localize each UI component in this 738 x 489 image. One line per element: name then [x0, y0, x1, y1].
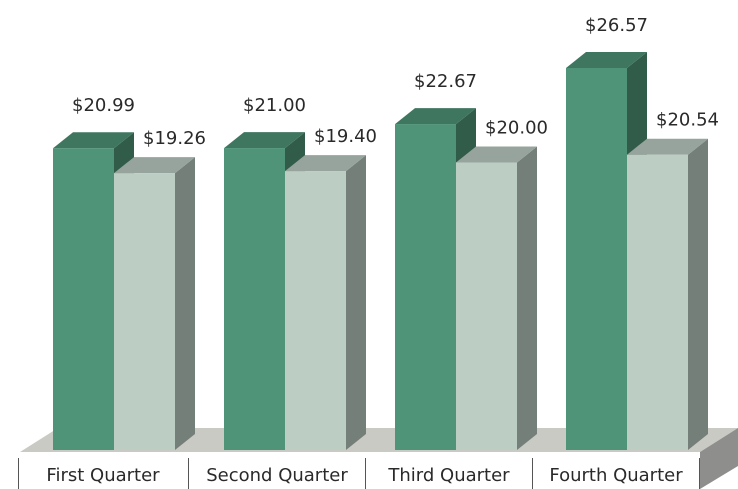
bar-side: [175, 157, 195, 450]
bar: [53, 148, 114, 451]
bar-top: [224, 132, 305, 149]
bar-top: [285, 155, 366, 172]
bar: [285, 171, 346, 450]
value-label: $19.40: [314, 126, 377, 147]
bar-top: [566, 52, 647, 68]
bar-top: [395, 108, 476, 125]
x-tick-label: First Quarter: [46, 465, 160, 486]
bar-top: [627, 138, 708, 155]
bar: [224, 148, 285, 450]
value-label: $22.67: [414, 71, 477, 92]
bar: [627, 154, 688, 450]
label-strip: [18, 452, 700, 489]
floor-side: [700, 428, 738, 489]
bar-top: [114, 157, 195, 174]
bar: [456, 162, 517, 451]
label-dividers: [18, 458, 700, 489]
value-label: $21.00: [243, 95, 306, 116]
bar-side: [688, 138, 708, 450]
value-label: $19.26: [143, 128, 206, 149]
x-tick-label: Third Quarter: [387, 465, 510, 486]
bar-top: [456, 146, 537, 163]
bar: [566, 68, 627, 450]
bar-side: [517, 146, 537, 451]
bar-top: [53, 132, 134, 149]
floor: [20, 428, 738, 452]
value-label: $20.00: [485, 117, 548, 138]
x-tick-label: Second Quarter: [206, 465, 348, 486]
bar-side: [346, 155, 366, 450]
value-label: $20.54: [656, 110, 719, 131]
bar: [395, 124, 456, 451]
bar: [114, 173, 175, 450]
value-label: $20.99: [72, 95, 135, 116]
x-tick-label: Fourth Quarter: [549, 465, 683, 486]
value-label: $26.57: [585, 15, 648, 36]
